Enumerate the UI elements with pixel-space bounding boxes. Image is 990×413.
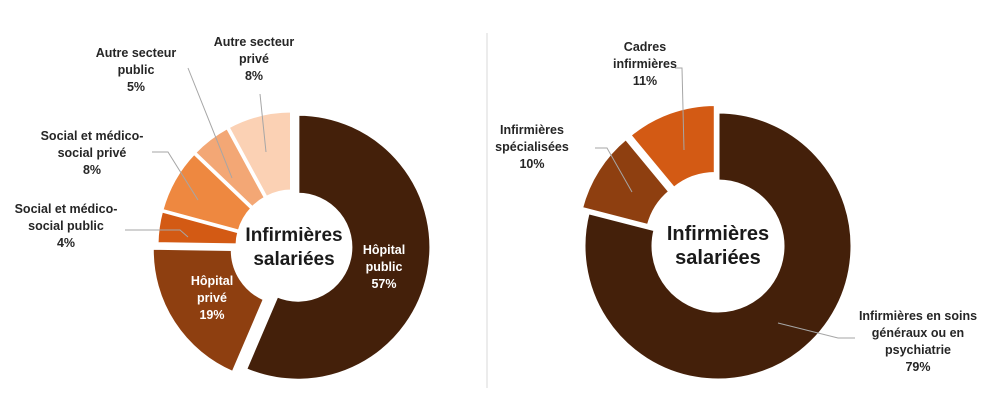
leader-line <box>152 151 199 201</box>
slice-label-autre-secteur-prive: Autre secteur privé 8% <box>214 35 295 83</box>
slice-infirmieres-specialisees <box>579 136 672 228</box>
slice-label-social-et-medico-social-prive: Social et médico-social privé 8% <box>41 129 144 177</box>
slice-infirmieres-en-soins-generaux-ou-en-psychiatrie <box>582 110 854 382</box>
slice-label-hopital-prive: Hôpital privé 19% <box>191 274 233 322</box>
slice-autre-secteur-prive <box>225 109 294 200</box>
leader-line <box>125 229 189 238</box>
slice-label-autre-secteur-public: Autre secteur public 5% <box>96 46 177 94</box>
slice-label-social-et-medico-social-public: Social et médico-social public 4% <box>15 202 118 250</box>
slice-cadres-infirmieres <box>627 102 717 191</box>
slice-hopital-public <box>243 112 433 382</box>
slice-label-infirmieres-specialisees: Infirmières spécialisées 10% <box>495 123 569 171</box>
leader-line <box>187 67 233 179</box>
leader-line <box>777 322 855 339</box>
donut-chart-nurse-category: Infirmières en soins généraux ou en psychi… <box>495 40 977 382</box>
leader-line <box>259 93 267 153</box>
donut-chart-employment-sector: Hôpital public 57% Hôpital privé 19% Social et… <box>15 35 433 382</box>
slice-label-hopital-public: Hôpital public 57% <box>363 243 405 291</box>
center-label: Infirmières salariées <box>245 225 342 270</box>
leader-line <box>595 147 633 193</box>
slice-label-cadres-infirmieres: Cadres infirmières 11% <box>613 40 677 88</box>
center-label: Infirmières salariées <box>667 223 769 269</box>
slice-label-infirmieres-en-soins-generaux-ou-en-psychiatrie: Infirmières en soins généraux ou en psychi… <box>859 309 977 374</box>
leader-line <box>675 67 685 151</box>
slice-hopital-prive <box>150 246 267 375</box>
